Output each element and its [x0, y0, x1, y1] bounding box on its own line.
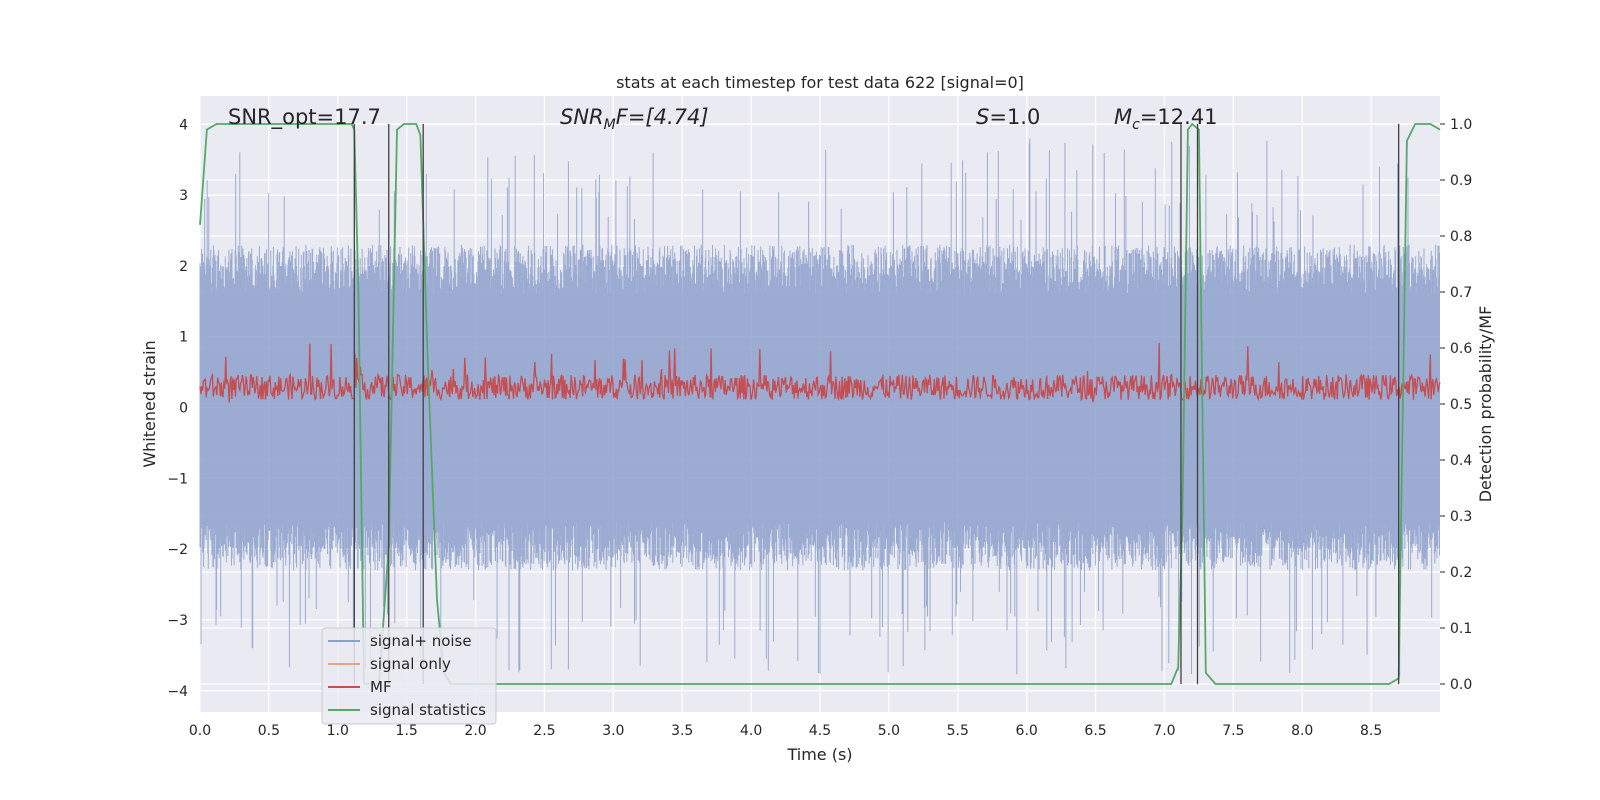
x-tick-label-7: 3.5 [671, 723, 693, 739]
y2-axis-label: Detection probability/MF [1476, 306, 1495, 503]
y-tick-label-8: 4 [179, 117, 188, 133]
mc-sub: c [1132, 117, 1140, 133]
y-axis-label: Whitened strain [140, 340, 159, 467]
snr-mf-prefix: SNR [560, 105, 604, 129]
y-tick-label-4: 0 [179, 401, 188, 417]
x-tick-label-13: 6.5 [1084, 723, 1106, 739]
mf-trace [199, 342, 1441, 403]
y2-tick-label-1: 0.1 [1450, 621, 1472, 637]
vertical-lines [353, 124, 1400, 684]
annotation-s: S=1.0 [976, 105, 1040, 129]
y-tick-label-1: −3 [167, 613, 188, 629]
s-suffix: =1.0 [989, 105, 1040, 129]
y2-tick-label-6: 0.6 [1450, 341, 1472, 357]
y-tick-label-3: −1 [167, 471, 188, 487]
y2-tick-label-5: 0.5 [1450, 397, 1472, 413]
annotation-mc: Mc=12.41 [1114, 105, 1218, 133]
x-tick-label-16: 8.0 [1291, 723, 1313, 739]
y2-tick-label-9: 0.9 [1450, 173, 1472, 189]
y2-ticks: 0.0 0.1 0.2 0.3 0.4 0.5 0.6 0.7 0.8 0.9 1.0 [1440, 117, 1472, 693]
mc-suffix: =12.41 [1140, 105, 1218, 129]
x-axis-label: Time (s) [786, 745, 852, 764]
y2-tick-label-4: 0.4 [1450, 453, 1472, 469]
y2-tick-label-7: 0.7 [1450, 285, 1472, 301]
x-tick-label-15: 7.5 [1222, 723, 1244, 739]
x-tick-label-5: 2.5 [533, 723, 555, 739]
x-tick-label-6: 3.0 [602, 723, 624, 739]
y2-tick-label-10: 1.0 [1450, 117, 1472, 133]
s-prefix: S [976, 105, 989, 129]
x-tick-label-17: 8.5 [1360, 723, 1382, 739]
y-ticks: −4 −3 −2 −1 0 1 2 3 4 [167, 117, 188, 699]
y2-tick-label-2: 0.2 [1450, 565, 1472, 581]
chart-title: stats at each timestep for test data 622… [616, 73, 1024, 92]
snr-mf-sub: M [604, 117, 616, 133]
y-tick-label-7: 3 [179, 188, 188, 204]
x-tick-label-11: 5.5 [947, 723, 969, 739]
legend-label-signal-noise: signal+ noise [370, 632, 472, 650]
x-tick-label-10: 5.0 [878, 723, 900, 739]
x-ticks: 0.0 0.5 1.0 1.5 2.0 2.5 3.0 3.5 4.0 4.5 5.0 5.5 6.0 6… [189, 723, 1382, 739]
y-tick-label-0: −4 [167, 684, 188, 700]
legend-label-signal-statistics: signal statistics [370, 701, 486, 719]
y2-tick-label-3: 0.3 [1450, 509, 1472, 525]
y2-tick-label-0: 0.0 [1450, 677, 1472, 693]
annotation-snr-mf: SNRMF=[4.74] [560, 105, 709, 133]
y-tick-label-5: 1 [179, 330, 188, 346]
y-tick-label-2: −2 [167, 542, 188, 558]
annotation-snr-opt: SNR_opt=17.7 [228, 105, 381, 130]
x-tick-label-9: 4.5 [809, 723, 831, 739]
y-tick-label-6: 2 [179, 259, 188, 275]
legend-box [321, 627, 497, 725]
x-tick-label-4: 2.0 [464, 723, 486, 739]
x-tick-label-14: 7.0 [1153, 723, 1175, 739]
x-tick-label-1: 0.5 [258, 723, 280, 739]
legend-label-mf: MF [370, 678, 392, 696]
x-tick-label-12: 6.0 [1016, 723, 1038, 739]
signal-statistics-trace [199, 122, 1441, 685]
snr-mf-suffix: F=[4.74] [616, 105, 709, 129]
legend: signal+ noise signal only MF signal stat… [321, 627, 497, 725]
x-tick-label-3: 1.5 [396, 723, 418, 739]
mc-prefix: M [1114, 105, 1132, 129]
y2-tick-label-8: 0.8 [1450, 229, 1472, 245]
legend-label-signal-only: signal only [370, 655, 451, 673]
series-mf [199, 342, 1441, 403]
x-tick-label-2: 1.0 [327, 723, 349, 739]
x-tick-label-8: 4.0 [740, 723, 762, 739]
x-tick-label-0: 0.0 [189, 723, 211, 739]
series-signal-statistics [199, 122, 1441, 685]
